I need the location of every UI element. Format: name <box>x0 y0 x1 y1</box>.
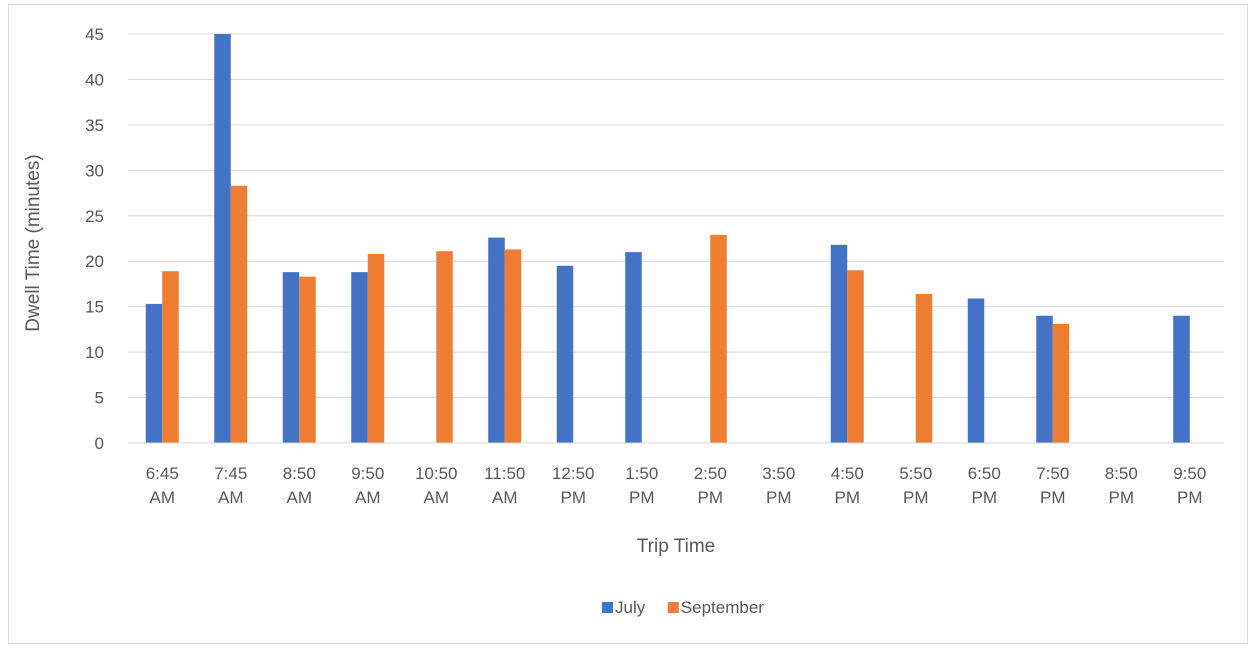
x-tick-label: PM <box>1109 488 1135 507</box>
x-tick-label: PM <box>1040 488 1066 507</box>
legend-label-july: July <box>615 598 646 617</box>
x-tick-label: PM <box>1177 488 1203 507</box>
x-tick-label: AM <box>218 488 244 507</box>
bar-september <box>504 249 522 443</box>
x-tick-label: 10:50 <box>415 464 458 483</box>
bar-july <box>488 237 505 443</box>
bar-july <box>145 303 163 443</box>
x-tick-label: PM <box>903 488 929 507</box>
bar-july <box>1173 315 1190 443</box>
legend-label-september: September <box>681 598 764 617</box>
y-tick-label: 40 <box>85 70 104 89</box>
x-tick-label: 4:50 <box>831 464 864 483</box>
bar-september <box>367 253 385 443</box>
y-tick-label: 5 <box>95 389 104 408</box>
y-tick-label: 45 <box>85 25 104 44</box>
x-tick-label: PM <box>698 488 724 507</box>
x-tick-label: 9:50 <box>1173 464 1206 483</box>
x-tick-label: 12:50 <box>552 464 595 483</box>
bar-july <box>1036 315 1053 443</box>
bar-september <box>847 270 864 443</box>
x-tick-label: AM <box>424 488 450 507</box>
x-tick-label: AM <box>355 488 381 507</box>
x-tick-label: 3:50 <box>762 464 795 483</box>
bar-july <box>351 272 368 443</box>
bar-july <box>214 34 231 443</box>
y-tick-label: 35 <box>85 116 104 135</box>
y-tick-label: 10 <box>85 343 104 362</box>
x-tick-label: 9:50 <box>351 464 384 483</box>
bar-september <box>162 271 179 443</box>
x-tick-label: 5:50 <box>899 464 932 483</box>
x-tick-label: PM <box>766 488 792 507</box>
tick-labels: 0 5 10 15 20 25 30 35 40 45 6:45 AM 7:45 AM 8:50 AM 9:50… <box>85 25 1206 507</box>
chart-area: 0 5 10 15 20 25 30 35 40 45 6:45 AM 7:45 AM 8:50 AM 9:50… <box>8 4 1248 644</box>
x-tick-label: PM <box>972 488 998 507</box>
x-tick-label: 8:50 <box>283 464 316 483</box>
bar-september <box>915 293 933 443</box>
x-axis-title: Trip Time <box>637 536 715 557</box>
bars <box>145 34 1190 444</box>
x-tick-label: AM <box>492 488 518 507</box>
bar-september <box>299 276 316 443</box>
x-tick-label: PM <box>561 488 587 507</box>
bar-july <box>282 272 300 443</box>
bar-september <box>230 185 248 444</box>
x-tick-label: 1:50 <box>625 464 658 483</box>
legend: July September <box>602 598 764 617</box>
bar-july <box>625 252 642 443</box>
legend-swatch <box>667 602 679 613</box>
x-tick-label: PM <box>629 488 655 507</box>
bar-september <box>1052 323 1070 443</box>
y-tick-label: 20 <box>85 252 104 271</box>
legend-swatch <box>602 602 613 613</box>
y-axis-title: Dwell Time (minutes) <box>23 154 44 331</box>
x-tick-label: 6:50 <box>968 464 1001 483</box>
x-tick-label: 7:45 <box>214 464 247 483</box>
y-tick-label: 30 <box>85 161 104 180</box>
bar-september <box>710 234 727 443</box>
x-tick-label: 11:50 <box>484 464 525 483</box>
bar-july <box>830 244 848 443</box>
x-tick-label: 8:50 <box>1105 464 1138 483</box>
x-tick-label: 7:50 <box>1036 464 1069 483</box>
y-tick-label: 15 <box>85 298 104 317</box>
x-tick-label: 2:50 <box>694 464 727 483</box>
x-tick-label: PM <box>835 488 861 507</box>
bar-september <box>436 251 453 443</box>
bar-july <box>967 298 985 443</box>
x-tick-label: AM <box>150 488 176 507</box>
y-tick-label: 25 <box>85 207 104 226</box>
x-tick-label: AM <box>287 488 313 507</box>
y-tick-label: 0 <box>95 434 104 453</box>
dwell-time-chart: 0 5 10 15 20 25 30 35 40 45 6:45 AM 7:45 AM 8:50 AM 9:50… <box>23 25 1224 617</box>
x-tick-label: 6:45 <box>146 464 179 483</box>
bar-july <box>556 265 574 443</box>
